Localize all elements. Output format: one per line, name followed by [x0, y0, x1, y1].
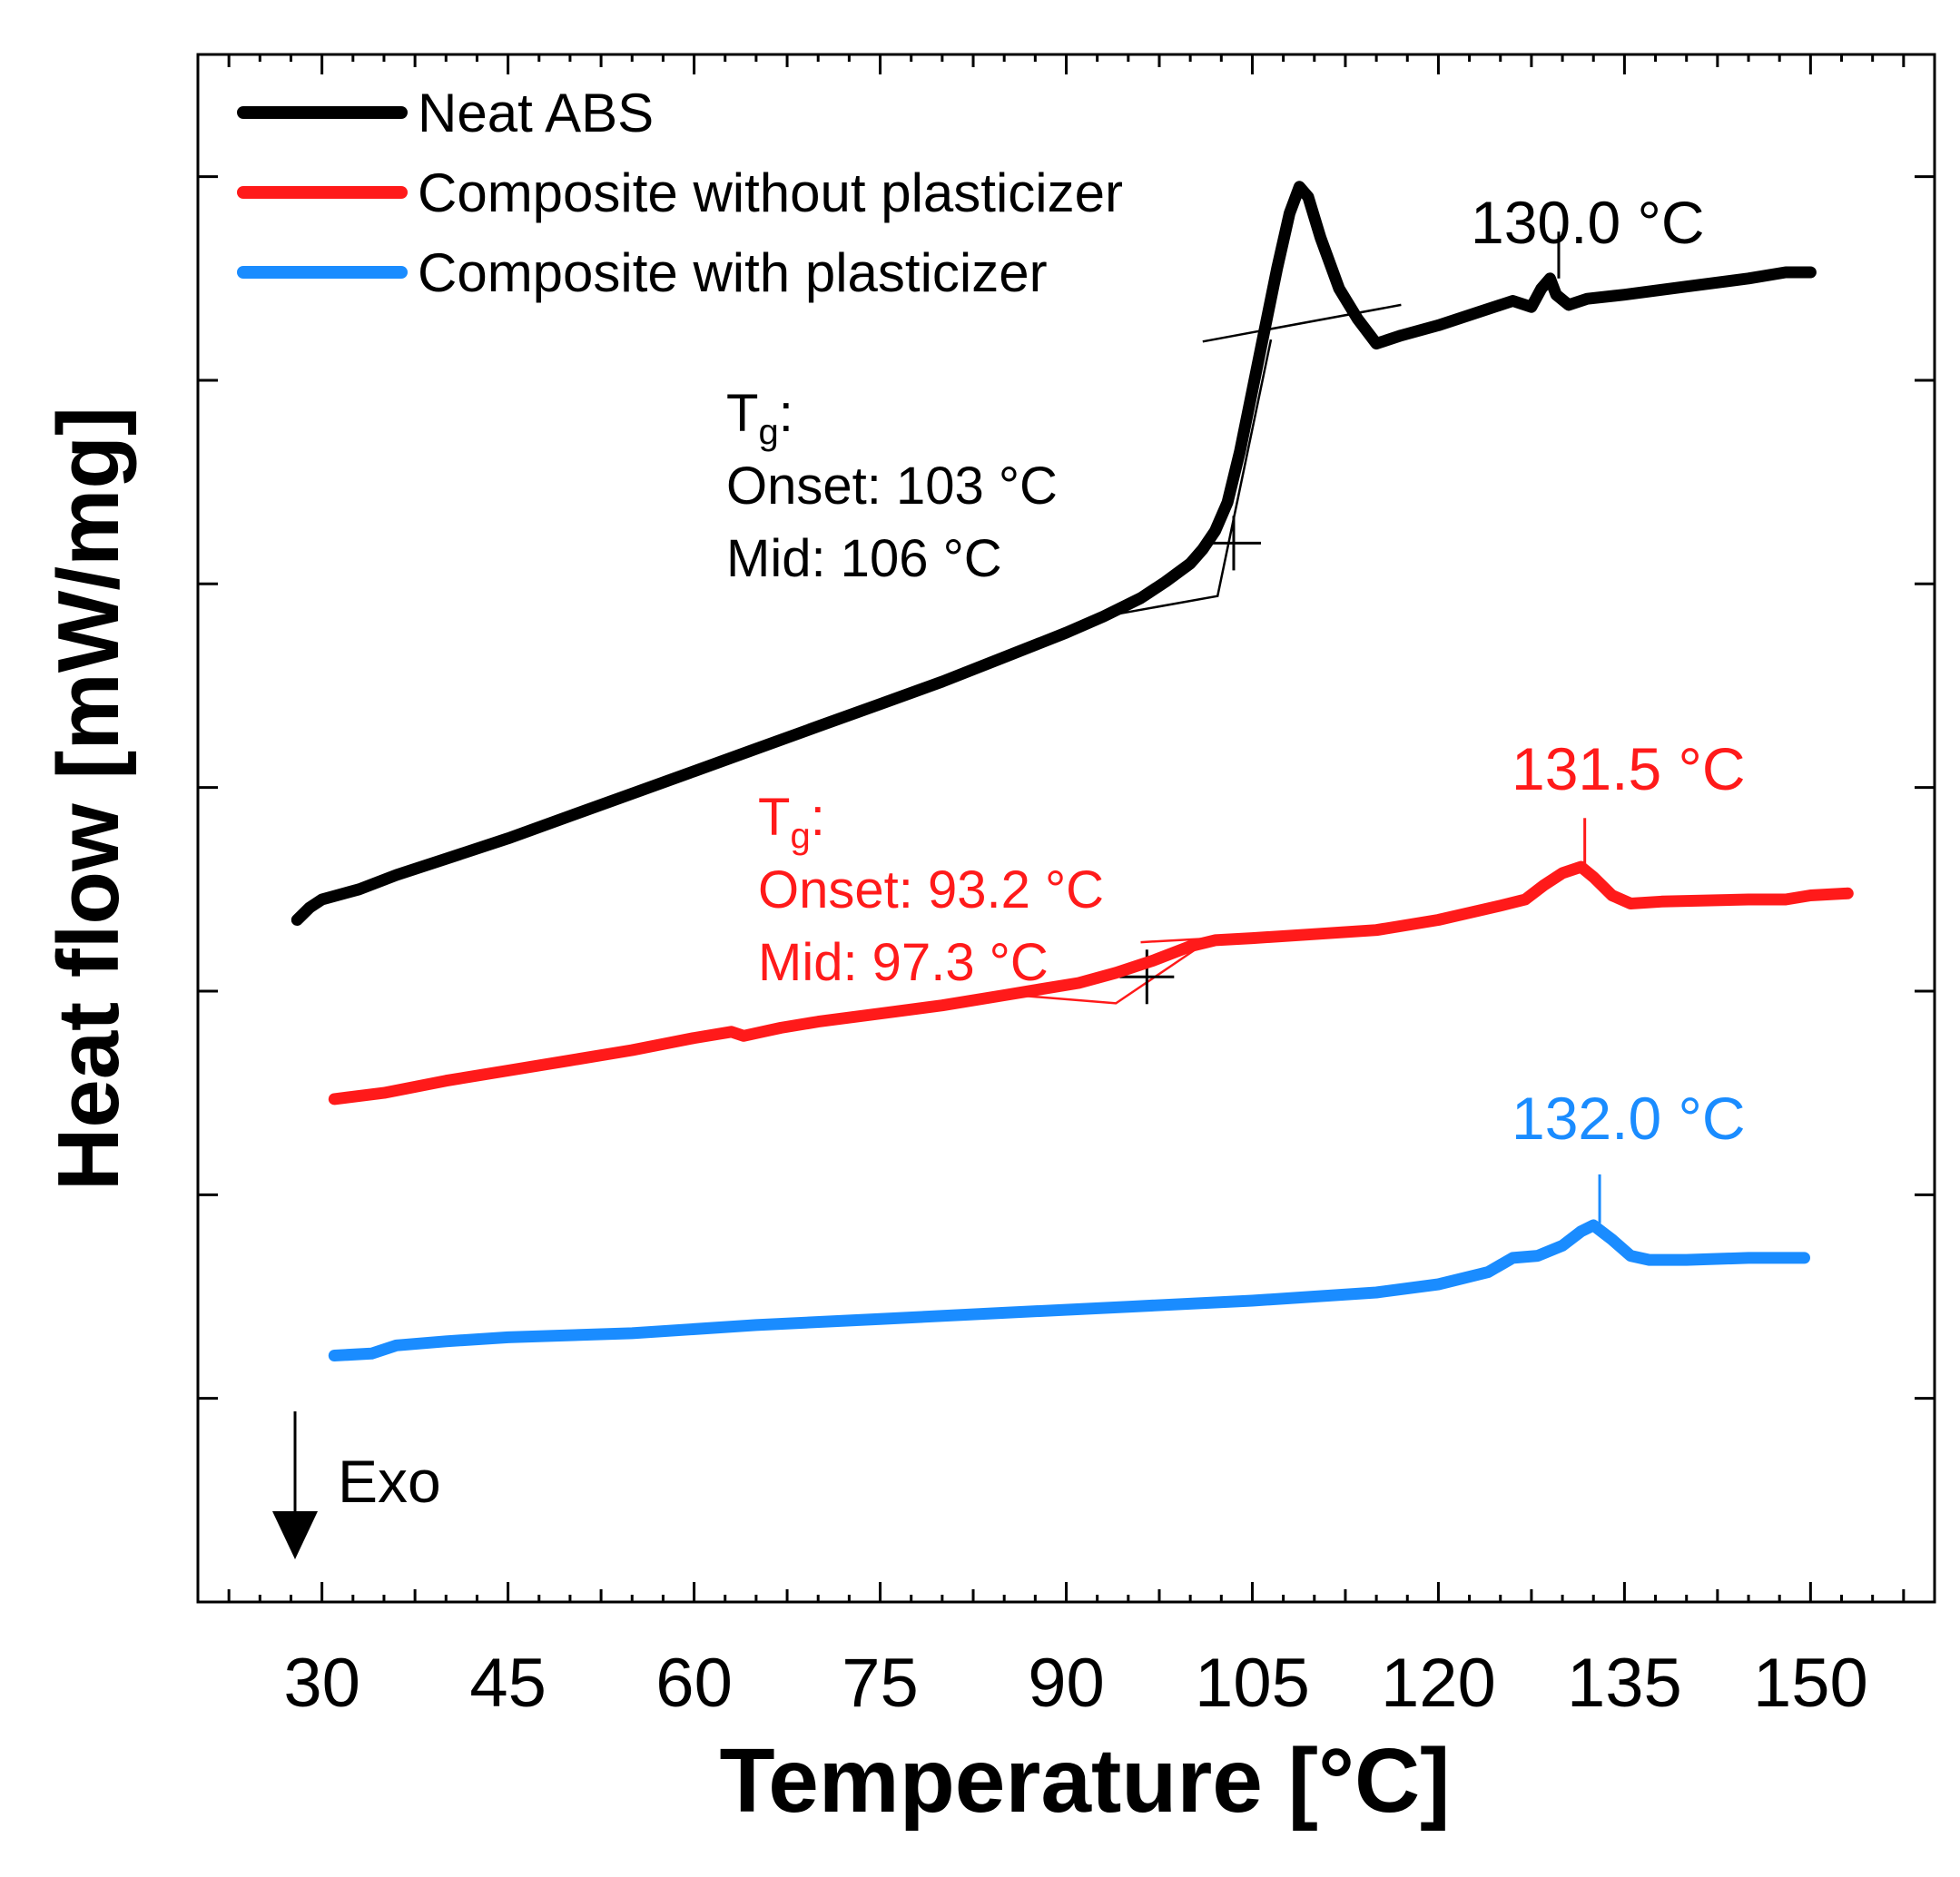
peak-label-composite-without: 131.5 °C	[1512, 735, 1746, 802]
y-axis-title: Heat flow [mW/mg]	[40, 407, 137, 1191]
peak-label-composite-with: 132.0 °C	[1512, 1085, 1746, 1152]
tg-symbol-red: Tg:	[758, 788, 825, 856]
tg-construction-line-1	[1016, 935, 1216, 1005]
series-line-composite-without-plasticizer	[328, 860, 1854, 1106]
tg-annotation-composite-without: Tg: Onset: 93.2 °C Mid: 97.3 °C	[758, 788, 1104, 992]
y-axis-ticks	[198, 175, 1935, 1400]
x-tick-label: 135	[1567, 1645, 1682, 1722]
x-tick-label: 150	[1753, 1645, 1868, 1722]
tg-construction-line-0	[1202, 303, 1402, 343]
tg-construction-line-0	[1103, 339, 1273, 618]
x-tick-label: 90	[1028, 1645, 1105, 1722]
tg-mid-red: Mid: 97.3 °C	[758, 933, 1049, 992]
tg-onset-black: Onset: 103 °C	[726, 457, 1058, 516]
legend: Neat ABS Composite without plasticizer C…	[237, 83, 1123, 303]
data-series	[291, 181, 1854, 1361]
x-tick-label: 30	[283, 1645, 360, 1722]
legend-label-composite-with: Composite with plasticizer	[418, 242, 1048, 303]
peak-markers	[1557, 231, 1601, 1223]
x-tick-label: 45	[469, 1645, 547, 1722]
x-axis-tick-labels: 30 45 60 75 90 105 120 135 150	[283, 1645, 1867, 1722]
exo-label: Exo	[338, 1448, 441, 1515]
tg-onset-red: Onset: 93.2 °C	[758, 860, 1104, 919]
tg-mid-black: Mid: 106 °C	[726, 529, 1002, 588]
exo-indicator: Exo	[272, 1411, 441, 1559]
x-tick-label: 60	[655, 1645, 733, 1722]
peak-label-neat-abs: 130.0 °C	[1471, 189, 1705, 256]
x-tick-label: 105	[1195, 1645, 1310, 1722]
legend-label-neat-abs: Neat ABS	[418, 83, 654, 143]
x-axis-title: Temperature [°C]	[720, 1730, 1451, 1832]
legend-label-composite-without: Composite without plasticizer	[418, 162, 1123, 223]
series-line-composite-with-plasticizer	[328, 1219, 1810, 1361]
series-line-neat-abs	[291, 181, 1817, 926]
x-axis-ticks	[196, 54, 1936, 1602]
tg-annotation-neat-abs: Tg: Onset: 103 °C Mid: 106 °C	[726, 384, 1058, 588]
exo-arrow-head	[272, 1511, 318, 1559]
x-tick-label: 120	[1381, 1645, 1496, 1722]
tg-symbol-black: Tg:	[726, 384, 793, 452]
x-tick-label: 75	[842, 1645, 919, 1722]
